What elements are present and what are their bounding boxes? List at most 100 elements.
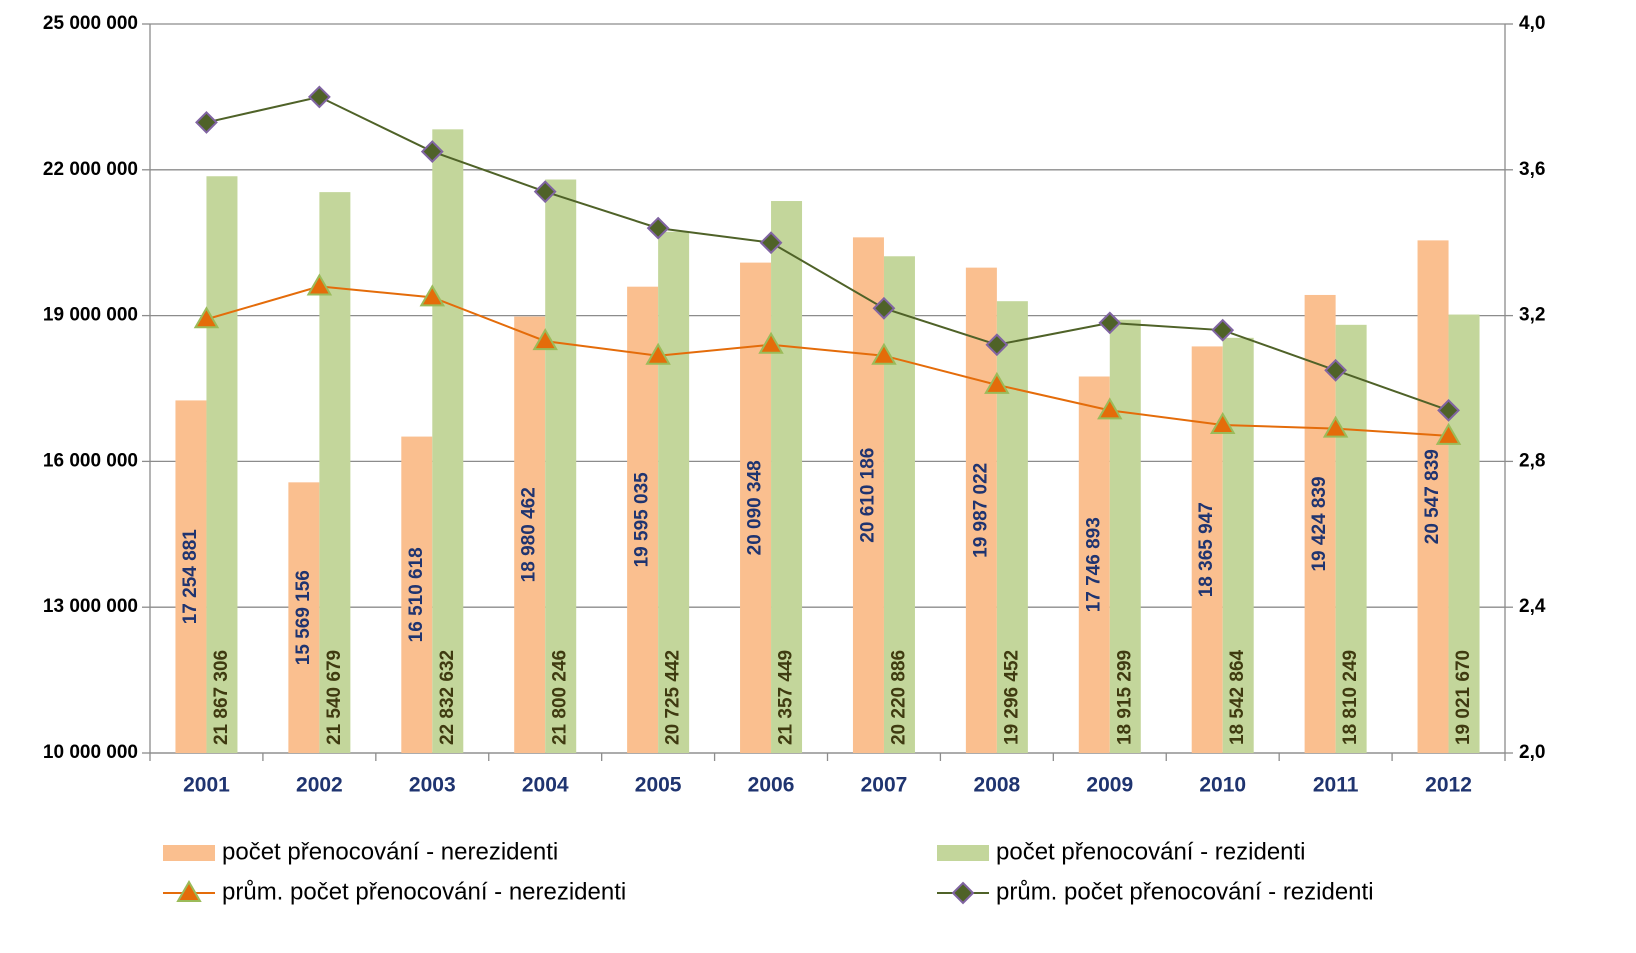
y-tick-label: 19 000 000 <box>43 305 138 326</box>
x-tick-label: 2008 <box>974 774 1021 797</box>
value-label: 16 510 618 <box>406 547 427 642</box>
bar <box>658 231 690 753</box>
bar <box>1335 324 1367 753</box>
bar <box>1109 319 1141 753</box>
value-label: 19 021 670 <box>1453 650 1474 745</box>
x-tick-label: 2001 <box>183 774 230 797</box>
value-label: 18 542 864 <box>1227 649 1248 745</box>
y2-tick-label: 4,0 <box>1519 13 1545 34</box>
y2-tick-label: 2,0 <box>1519 742 1545 763</box>
line-marker <box>532 328 558 351</box>
bar <box>883 256 915 753</box>
x-tick-label: 2006 <box>748 774 795 797</box>
bar <box>852 237 884 753</box>
y2-tick-label: 3,6 <box>1519 159 1545 180</box>
y-tick-label: 10 000 000 <box>43 742 138 763</box>
value-label: 18 810 249 <box>1340 650 1361 745</box>
y2-tick-label: 2,8 <box>1519 450 1545 471</box>
line-marker <box>419 284 446 307</box>
value-label: 21 800 246 <box>550 650 571 745</box>
bar <box>288 482 320 753</box>
value-label: 20 547 839 <box>1422 449 1443 544</box>
legend-marker <box>951 881 975 905</box>
legend-label: počet přenocování - rezidenti <box>996 838 1306 865</box>
y-tick-label: 13 000 000 <box>43 596 138 617</box>
line-marker <box>420 140 444 163</box>
legend-label: prům. počet přenocování - rezidenti <box>996 878 1374 905</box>
x-tick-label: 2004 <box>522 774 569 797</box>
value-label: 20 725 442 <box>663 650 684 745</box>
line-marker <box>645 342 671 365</box>
bar <box>771 201 803 754</box>
y2-tick-label: 3,2 <box>1519 305 1545 326</box>
value-label: 17 746 893 <box>1083 517 1104 612</box>
line-marker <box>307 85 331 109</box>
legend-marker <box>176 880 202 902</box>
line-marker <box>1098 311 1122 335</box>
line <box>206 285 1449 437</box>
bar <box>432 129 464 753</box>
line-marker <box>1209 411 1236 434</box>
line-marker <box>646 216 670 240</box>
bar <box>514 316 546 753</box>
value-label: 19 424 839 <box>1309 476 1330 571</box>
x-tick-label: 2012 <box>1425 774 1472 797</box>
value-label: 18 915 299 <box>1114 650 1135 745</box>
bar <box>401 436 433 753</box>
value-label: 21 867 306 <box>211 650 232 745</box>
line-marker <box>1211 318 1235 342</box>
value-label: 21 540 679 <box>324 650 345 745</box>
bar <box>1222 337 1254 753</box>
line-marker <box>872 296 896 320</box>
y-tick-label: 16 000 000 <box>43 450 138 471</box>
y-tick-label: 25 000 000 <box>43 13 138 34</box>
x-tick-label: 2009 <box>1086 774 1133 797</box>
value-label: 18 365 947 <box>1196 502 1217 597</box>
value-label: 19 595 035 <box>632 472 653 568</box>
line-marker <box>195 111 218 134</box>
bar <box>545 179 577 753</box>
line-marker <box>1097 397 1123 420</box>
x-tick-label: 2011 <box>1313 774 1359 797</box>
value-label: 21 357 449 <box>776 650 797 745</box>
x-tick-label: 2005 <box>635 774 682 797</box>
line-marker <box>871 342 897 365</box>
bar <box>175 400 207 753</box>
x-tick-label: 2010 <box>1199 774 1246 797</box>
legend-label: prům. počet přenocování - nerezidenti <box>222 878 626 905</box>
value-label: 20 090 348 <box>745 460 766 555</box>
line-marker <box>758 331 784 354</box>
x-tick-label: 2007 <box>861 774 908 797</box>
line-marker <box>985 333 1009 357</box>
line-marker <box>1322 415 1349 438</box>
value-label: 19 987 022 <box>970 463 991 558</box>
legend-label: počet přenocování - nerezidenti <box>222 838 558 865</box>
bar <box>1191 346 1223 753</box>
line-marker <box>306 273 333 296</box>
line-marker <box>759 231 783 255</box>
value-label: 17 254 881 <box>180 529 201 625</box>
bar <box>1448 314 1480 753</box>
value-label: 20 610 186 <box>857 448 878 543</box>
legend-swatch <box>937 845 989 861</box>
value-label: 20 220 886 <box>888 650 909 745</box>
line-marker <box>984 371 1010 394</box>
line-marker <box>193 306 220 329</box>
x-tick-label: 2002 <box>296 774 343 797</box>
y-tick-label: 22 000 000 <box>43 159 138 180</box>
bar <box>996 301 1028 753</box>
value-label: 22 832 632 <box>437 650 458 745</box>
line-marker <box>1324 358 1348 382</box>
value-label: 19 296 452 <box>1001 650 1022 745</box>
line-marker <box>1435 422 1462 445</box>
line-marker <box>533 180 557 204</box>
bar <box>206 176 238 754</box>
bar <box>1417 240 1449 754</box>
line <box>206 95 1449 412</box>
x-tick-label: 2003 <box>409 774 456 797</box>
y2-tick-label: 2,4 <box>1519 596 1546 617</box>
legend-swatch <box>163 845 215 861</box>
value-label: 18 980 462 <box>519 487 540 582</box>
line-marker <box>1437 398 1460 422</box>
